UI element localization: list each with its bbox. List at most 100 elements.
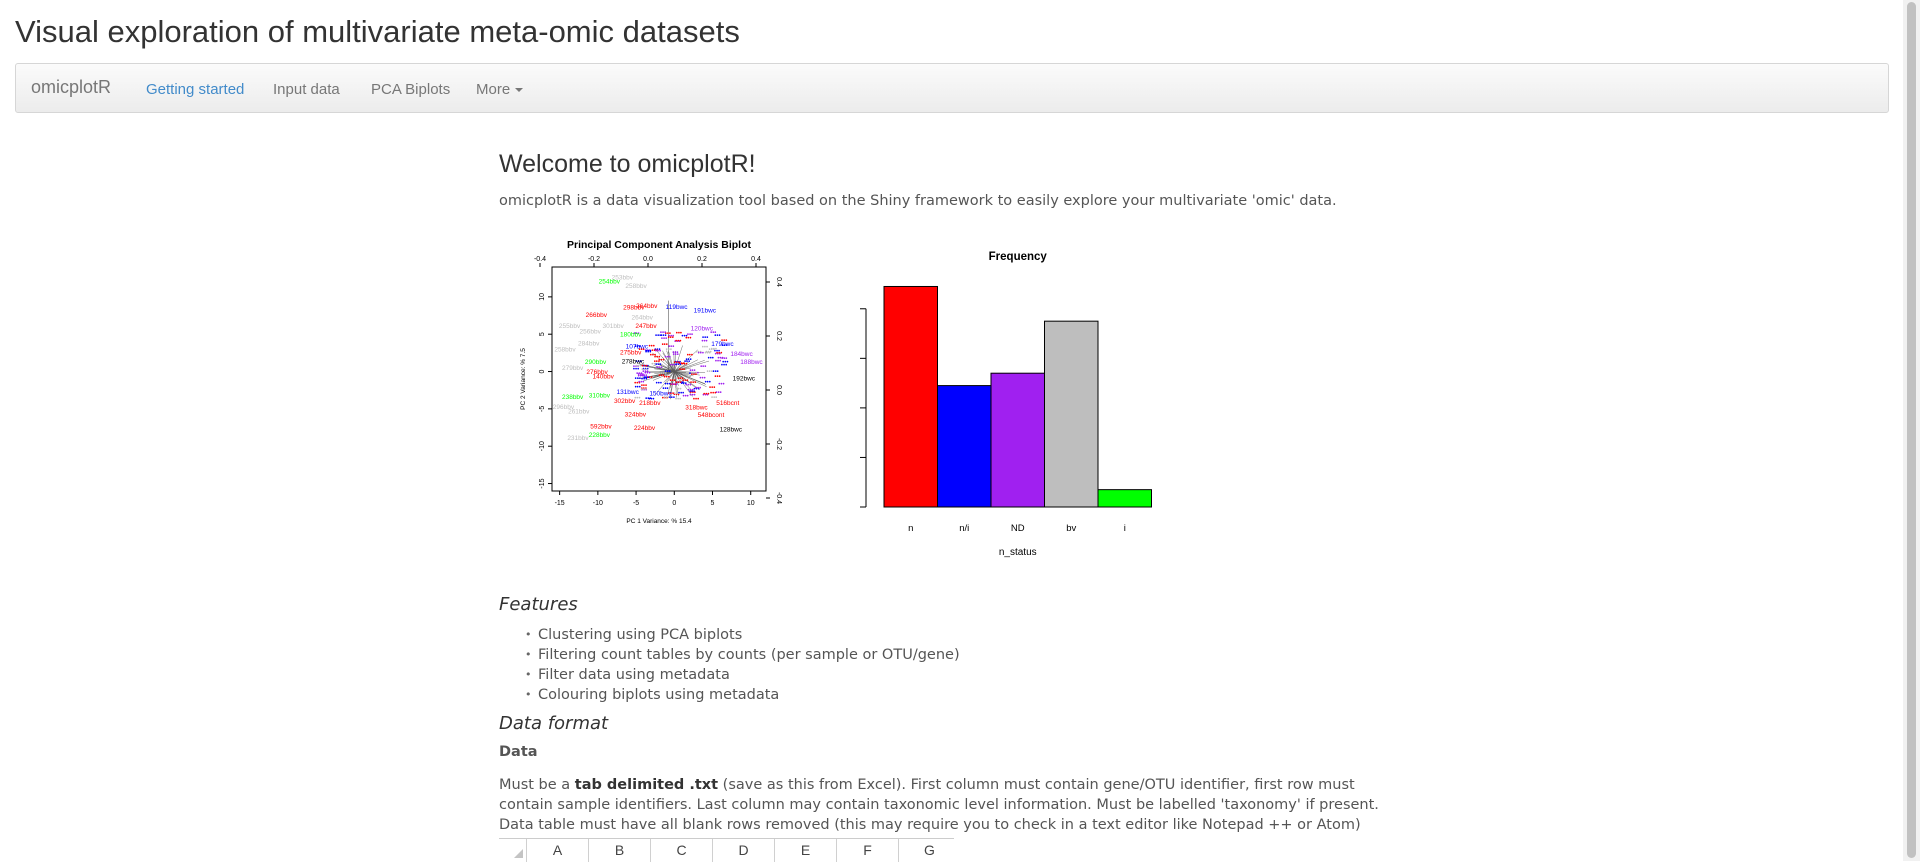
sample-label: 184bwc (730, 351, 753, 358)
sample-point: ••• (660, 330, 666, 336)
sample-point: ••• (655, 349, 661, 355)
sample-label: 188bwc (740, 359, 763, 366)
sample-point: ••• (645, 350, 651, 356)
biplot-title: Principal Component Analysis Biplot (567, 239, 751, 251)
navbar-brand[interactable]: omicplotR (31, 77, 111, 98)
bar-i (1098, 490, 1152, 507)
bar-bv (1045, 321, 1099, 507)
sample-label: 150bwc (649, 390, 672, 397)
sample-label: 140bbv (593, 373, 615, 380)
scrollbar-thumb[interactable] (1907, 2, 1916, 858)
pca-biplot-chart: Principal Component Analysis Biplot-15-1… (499, 237, 819, 587)
page-title: Visual exploration of multivariate meta-… (15, 14, 740, 50)
sample-label: 228bbv (589, 432, 611, 439)
features-heading: Features (499, 594, 578, 615)
sample-label: 119bwc (666, 304, 689, 311)
list-item: Filtering count tables by counts (per sa… (525, 645, 960, 665)
bar-chart-title: Frequency (989, 251, 1048, 263)
sample-point: ••• (704, 351, 710, 357)
x-tick-label: n/i (959, 523, 969, 534)
top-tick-label: 0.0 (643, 256, 653, 263)
sample-label: 290bbv (585, 359, 607, 366)
sample-point: ••• (721, 363, 727, 369)
sample-label: 258bbv (625, 283, 647, 290)
bar-n (884, 286, 938, 507)
right-tick-label: -0.2 (775, 438, 782, 450)
sample-label: 516bcnt (716, 400, 739, 407)
paragraph-prefix: Must be a (499, 777, 575, 793)
y-tick-label: 0 (539, 369, 546, 373)
sample-label: 180bbv (620, 331, 642, 338)
tab-more[interactable]: More (476, 81, 523, 98)
y-tick-label: 5 (539, 332, 546, 336)
x-tick-label: -15 (555, 500, 565, 507)
sample-point: ••• (716, 351, 722, 357)
sample-point: ••• (668, 344, 674, 350)
spreadsheet-column-header: G (899, 839, 954, 862)
sample-point: ••• (675, 397, 681, 403)
sample-label: 254bbv (599, 278, 621, 285)
spreadsheet-column-header: C (651, 839, 713, 862)
main-content: Welcome to omicplotR! omicplotR is a dat… (499, 150, 1399, 179)
sample-point: ••• (656, 366, 662, 372)
spreadsheet-column-header: E (775, 839, 837, 862)
data-format-paragraph: Must be a tab delimited .txt (save as th… (499, 775, 1399, 835)
tab-pca-biplots[interactable]: PCA Biplots (371, 81, 450, 98)
tab-input-data[interactable]: Input data (273, 81, 340, 98)
features-list: Clustering using PCA biplots Filtering c… (525, 625, 960, 705)
y-tick-label: 10 (539, 293, 546, 301)
x-tick-label: 5 (711, 500, 715, 507)
sample-point: ••• (689, 389, 695, 395)
spreadsheet-column-header: D (713, 839, 775, 862)
sample-label: 120bwc (691, 325, 714, 332)
bar-n-i (938, 386, 992, 507)
sample-label: 224bbv (634, 425, 656, 432)
y-tick-label: -5 (539, 406, 546, 412)
sample-point: ••• (721, 356, 727, 362)
x-tick-label: i (1124, 523, 1126, 534)
sample-label: 179bwc (711, 341, 734, 348)
list-item: Clustering using PCA biplots (525, 625, 960, 645)
sample-label: 302bbv (614, 398, 636, 405)
sample-point: ••• (712, 370, 718, 376)
navbar: omicplotR Getting started Input data PCA… (15, 63, 1889, 113)
sample-point: ••• (681, 381, 687, 387)
bar-ND (991, 373, 1045, 507)
biplot-y-label: PC 2 Variance: % 7.5 (520, 348, 527, 410)
vertical-scrollbar[interactable] (1903, 0, 1920, 861)
right-tick-label: -0.4 (775, 492, 782, 504)
spreadsheet-column-header: A (527, 839, 589, 862)
sample-point: ••• (675, 339, 681, 345)
sample-point: ••• (698, 351, 704, 357)
sample-label: 247bbv (635, 323, 657, 330)
sample-label: 264bbv (632, 314, 654, 321)
top-tick-label: -0.4 (534, 256, 546, 263)
bar-chart-x-label: n_status (999, 547, 1037, 558)
top-tick-label: 0.4 (751, 256, 761, 263)
x-tick-label: 10 (747, 500, 755, 507)
sample-point: ••• (708, 356, 714, 362)
paragraph-bold: tab delimited .txt (575, 777, 718, 793)
sample-point: ••• (700, 364, 706, 370)
list-item: Colouring biplots using metadata (525, 685, 960, 705)
sample-label: 284bbv (578, 340, 600, 347)
sample-point: ••• (703, 392, 709, 398)
sample-point: ••• (669, 378, 675, 384)
right-tick-label: 0.4 (775, 277, 782, 287)
sample-label: 592bbv (590, 423, 612, 430)
top-tick-label: -0.2 (588, 256, 600, 263)
sample-point: ••• (691, 371, 697, 377)
sample-point: ••• (699, 376, 705, 382)
sample-label: 318bwc (685, 405, 708, 412)
spreadsheet-corner (499, 839, 527, 862)
sample-point: ••• (718, 382, 724, 388)
x-tick-label: n (908, 523, 913, 534)
tab-getting-started[interactable]: Getting started (146, 81, 244, 98)
sample-label: 278bwc (622, 358, 645, 365)
figures-row: Principal Component Analysis Biplot-15-1… (499, 237, 1219, 587)
tab-more-label: More (476, 81, 510, 98)
x-tick-label: ND (1011, 523, 1025, 534)
sample-label: 324bbv (625, 411, 647, 418)
intro-text: omicplotR is a data visualization tool b… (499, 193, 1337, 209)
